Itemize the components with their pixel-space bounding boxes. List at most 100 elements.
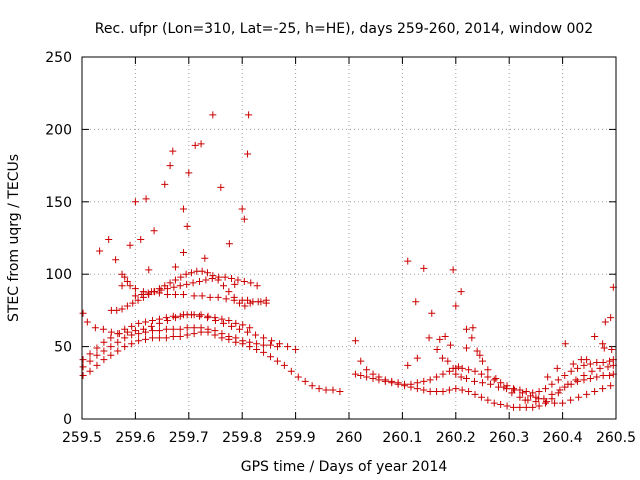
- data-point: [593, 359, 601, 367]
- data-points: [79, 111, 617, 411]
- data-point: [222, 295, 230, 303]
- data-point: [150, 227, 158, 235]
- data-point: [446, 341, 454, 349]
- data-point: [574, 377, 582, 385]
- data-point: [86, 350, 94, 358]
- data-point: [171, 290, 179, 298]
- data-point: [433, 373, 441, 381]
- data-point: [118, 305, 126, 313]
- data-point: [220, 282, 228, 290]
- data-point: [114, 347, 122, 355]
- x-tick-label: 260.2: [436, 430, 476, 446]
- data-point: [214, 293, 222, 301]
- data-point: [191, 141, 199, 149]
- data-point: [449, 266, 457, 274]
- data-point: [166, 162, 174, 170]
- data-point: [100, 347, 108, 355]
- data-point: [253, 340, 261, 348]
- data-point: [145, 266, 153, 274]
- data-point: [228, 275, 236, 283]
- data-point: [521, 396, 529, 404]
- data-point: [426, 387, 434, 395]
- data-point: [220, 319, 228, 327]
- data-point: [155, 334, 163, 342]
- data-point: [253, 282, 261, 290]
- data-point: [105, 235, 113, 243]
- data-point: [329, 386, 337, 394]
- data-point: [487, 380, 495, 388]
- data-point: [183, 222, 191, 230]
- data-point: [83, 318, 91, 326]
- data-point: [308, 382, 316, 390]
- data-point: [591, 387, 599, 395]
- data-point: [254, 298, 262, 306]
- x-tick-label: 259.6: [115, 430, 155, 446]
- data-point: [479, 379, 486, 387]
- data-point: [599, 340, 607, 348]
- data-point: [500, 383, 508, 391]
- data-point: [148, 334, 156, 342]
- data-point: [441, 332, 449, 340]
- data-point: [522, 403, 530, 411]
- data-point: [556, 386, 564, 394]
- data-point: [529, 403, 537, 411]
- data-point: [262, 299, 270, 307]
- data-point: [490, 399, 498, 407]
- data-point: [244, 296, 252, 304]
- data-point: [381, 376, 389, 384]
- y-tick-label: 250: [45, 50, 72, 66]
- data-point: [252, 331, 260, 339]
- data-point: [436, 335, 444, 343]
- data-point: [131, 327, 139, 335]
- data-point: [260, 348, 268, 356]
- data-point: [187, 269, 195, 277]
- data-point: [301, 377, 309, 385]
- data-point: [225, 240, 233, 248]
- data-point: [336, 387, 344, 395]
- data-point: [497, 379, 505, 387]
- data-point: [516, 403, 524, 411]
- data-point: [351, 370, 359, 378]
- plot-frame: [81, 56, 617, 420]
- data-point: [469, 324, 477, 332]
- data-point: [599, 385, 607, 393]
- data-point: [439, 370, 447, 378]
- data-point: [564, 380, 572, 388]
- data-point: [449, 364, 457, 372]
- data-point: [170, 283, 178, 291]
- data-point: [234, 276, 242, 284]
- data-point: [163, 290, 171, 298]
- data-point: [465, 387, 473, 395]
- data-point: [375, 373, 383, 381]
- data-point: [139, 325, 147, 333]
- data-point: [128, 331, 136, 339]
- data-point: [138, 290, 146, 298]
- data-point: [228, 322, 236, 330]
- data-point: [260, 334, 268, 342]
- data-point: [527, 392, 535, 400]
- data-point: [126, 241, 134, 249]
- data-point: [535, 402, 543, 410]
- data-point: [425, 334, 433, 342]
- data-point: [148, 317, 156, 325]
- data-point: [445, 386, 453, 394]
- data-point: [433, 387, 441, 395]
- data-point: [179, 311, 187, 319]
- data-point: [126, 282, 134, 290]
- data-point: [245, 111, 253, 119]
- y-tick-label: 200: [45, 122, 72, 138]
- data-point: [137, 235, 145, 243]
- data-point: [203, 314, 211, 322]
- data-point: [131, 285, 139, 293]
- data-point: [155, 327, 163, 335]
- data-point: [166, 279, 174, 287]
- data-point: [96, 247, 104, 255]
- data-point: [458, 364, 466, 372]
- data-point: [134, 296, 142, 304]
- data-point: [315, 385, 323, 393]
- data-point: [147, 322, 155, 330]
- data-point: [203, 269, 211, 277]
- data-point: [586, 374, 594, 382]
- data-point: [189, 279, 197, 287]
- data-point: [142, 195, 150, 203]
